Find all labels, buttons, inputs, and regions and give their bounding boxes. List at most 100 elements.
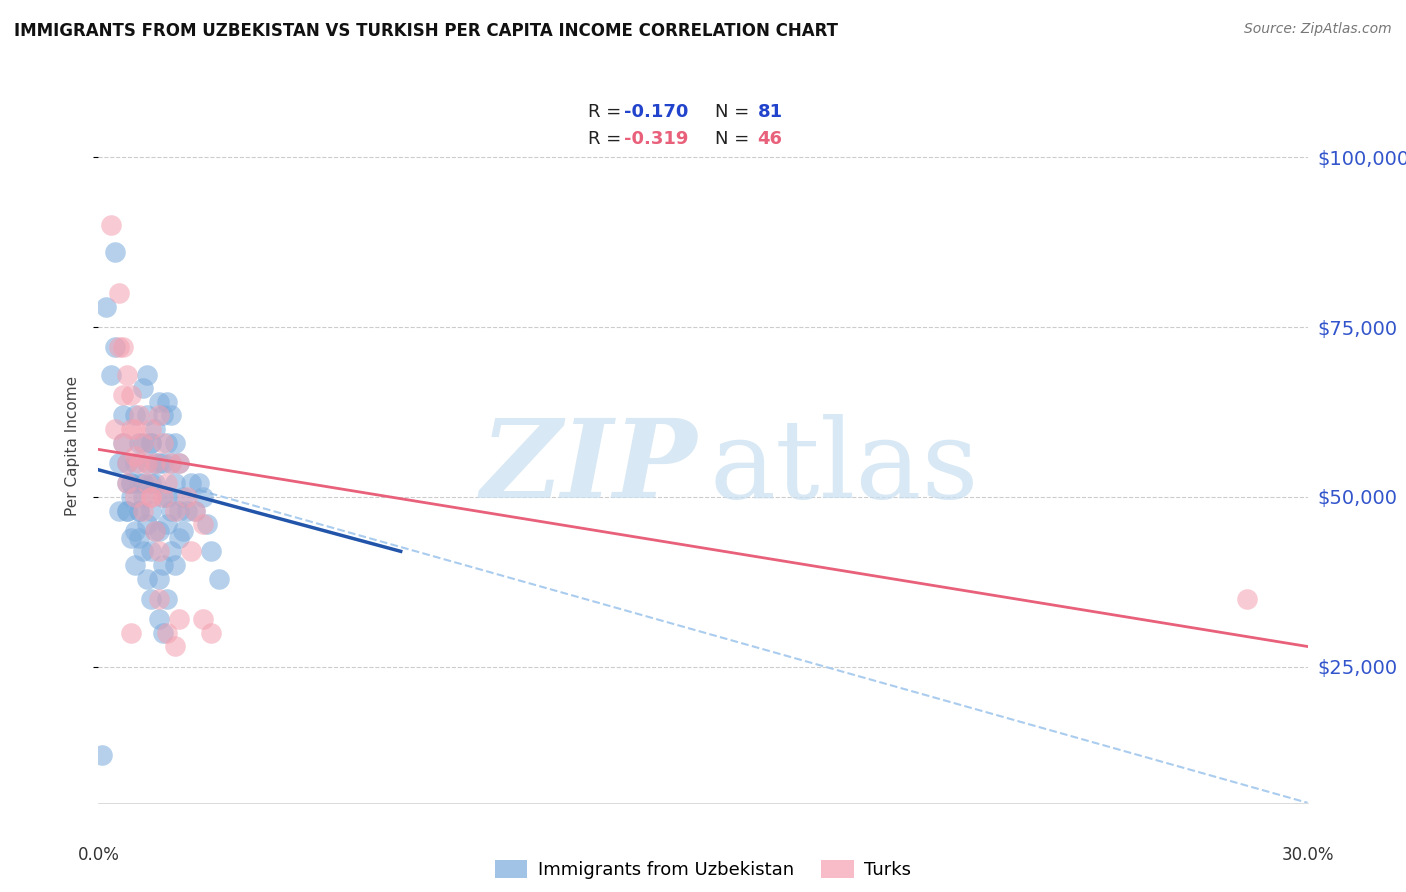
Point [156,476,179,491]
Point [124,456,146,470]
Point [208,572,231,586]
Point [107,286,129,301]
Point [120,422,142,436]
Point [160,409,183,423]
Point [124,449,146,463]
Point [132,435,155,450]
Point [200,626,222,640]
Point [103,245,125,260]
Point [152,490,174,504]
Point [120,531,142,545]
Point [160,456,183,470]
Point [128,503,150,517]
Point [115,476,138,491]
Point [143,456,166,470]
Point [163,476,186,491]
Point [139,422,162,436]
Point [132,381,155,395]
Point [124,409,146,423]
Point [148,456,170,470]
Point [100,368,122,382]
Point [156,490,179,504]
Point [111,341,134,355]
Point [167,456,190,470]
Point [132,476,155,491]
Point [176,503,198,517]
Point [143,524,166,538]
Point [152,456,174,470]
Point [120,626,142,640]
Text: -0.319: -0.319 [624,130,689,148]
Point [135,517,157,532]
Point [120,476,142,491]
Text: ZIP: ZIP [481,414,697,521]
Point [167,531,190,545]
Point [152,558,174,572]
Point [132,503,155,517]
Point [135,456,157,470]
Point [156,394,179,409]
Point [128,409,150,423]
Point [124,558,146,572]
Point [135,368,157,382]
Point [156,626,179,640]
Point [180,476,202,491]
Point [152,409,174,423]
Text: 81: 81 [758,103,783,121]
Point [152,435,174,450]
Point [139,435,162,450]
Point [124,524,146,538]
Point [176,490,198,504]
Text: 46: 46 [758,130,782,148]
Point [132,435,155,450]
Point [135,476,157,491]
Point [115,456,138,470]
Point [160,544,183,558]
Text: 0.0%: 0.0% [77,846,120,863]
Point [152,626,174,640]
Point [128,503,150,517]
Y-axis label: Per Capita Income: Per Capita Income [65,376,80,516]
Point [148,394,170,409]
Point [132,490,155,504]
Point [139,476,162,491]
Text: IMMIGRANTS FROM UZBEKISTAN VS TURKISH PER CAPITA INCOME CORRELATION CHART: IMMIGRANTS FROM UZBEKISTAN VS TURKISH PE… [14,22,838,40]
Point [139,490,162,504]
Point [148,544,170,558]
Point [120,476,142,491]
Point [160,503,183,517]
Point [163,640,186,654]
Point [139,544,162,558]
Point [148,591,170,606]
Point [184,503,207,517]
Point [115,456,138,470]
Point [100,218,122,232]
Point [172,524,194,538]
Text: 30.0%: 30.0% [1281,846,1334,863]
Point [128,531,150,545]
Point [167,503,190,517]
Point [156,517,179,532]
Point [135,572,157,586]
Text: N =: N = [716,103,755,121]
Text: R =: R = [588,130,627,148]
Point [115,503,138,517]
Point [139,435,162,450]
Legend: Immigrants from Uzbekistan, Turks: Immigrants from Uzbekistan, Turks [488,853,918,887]
Point [143,422,166,436]
Point [107,503,129,517]
Point [188,476,211,491]
Point [111,435,134,450]
Point [143,524,166,538]
Point [156,435,179,450]
Point [148,524,170,538]
Point [103,422,125,436]
Point [1236,591,1258,606]
Point [132,544,155,558]
Point [103,341,125,355]
Point [120,388,142,402]
Point [128,476,150,491]
Point [135,456,157,470]
Point [128,435,150,450]
Point [107,456,129,470]
